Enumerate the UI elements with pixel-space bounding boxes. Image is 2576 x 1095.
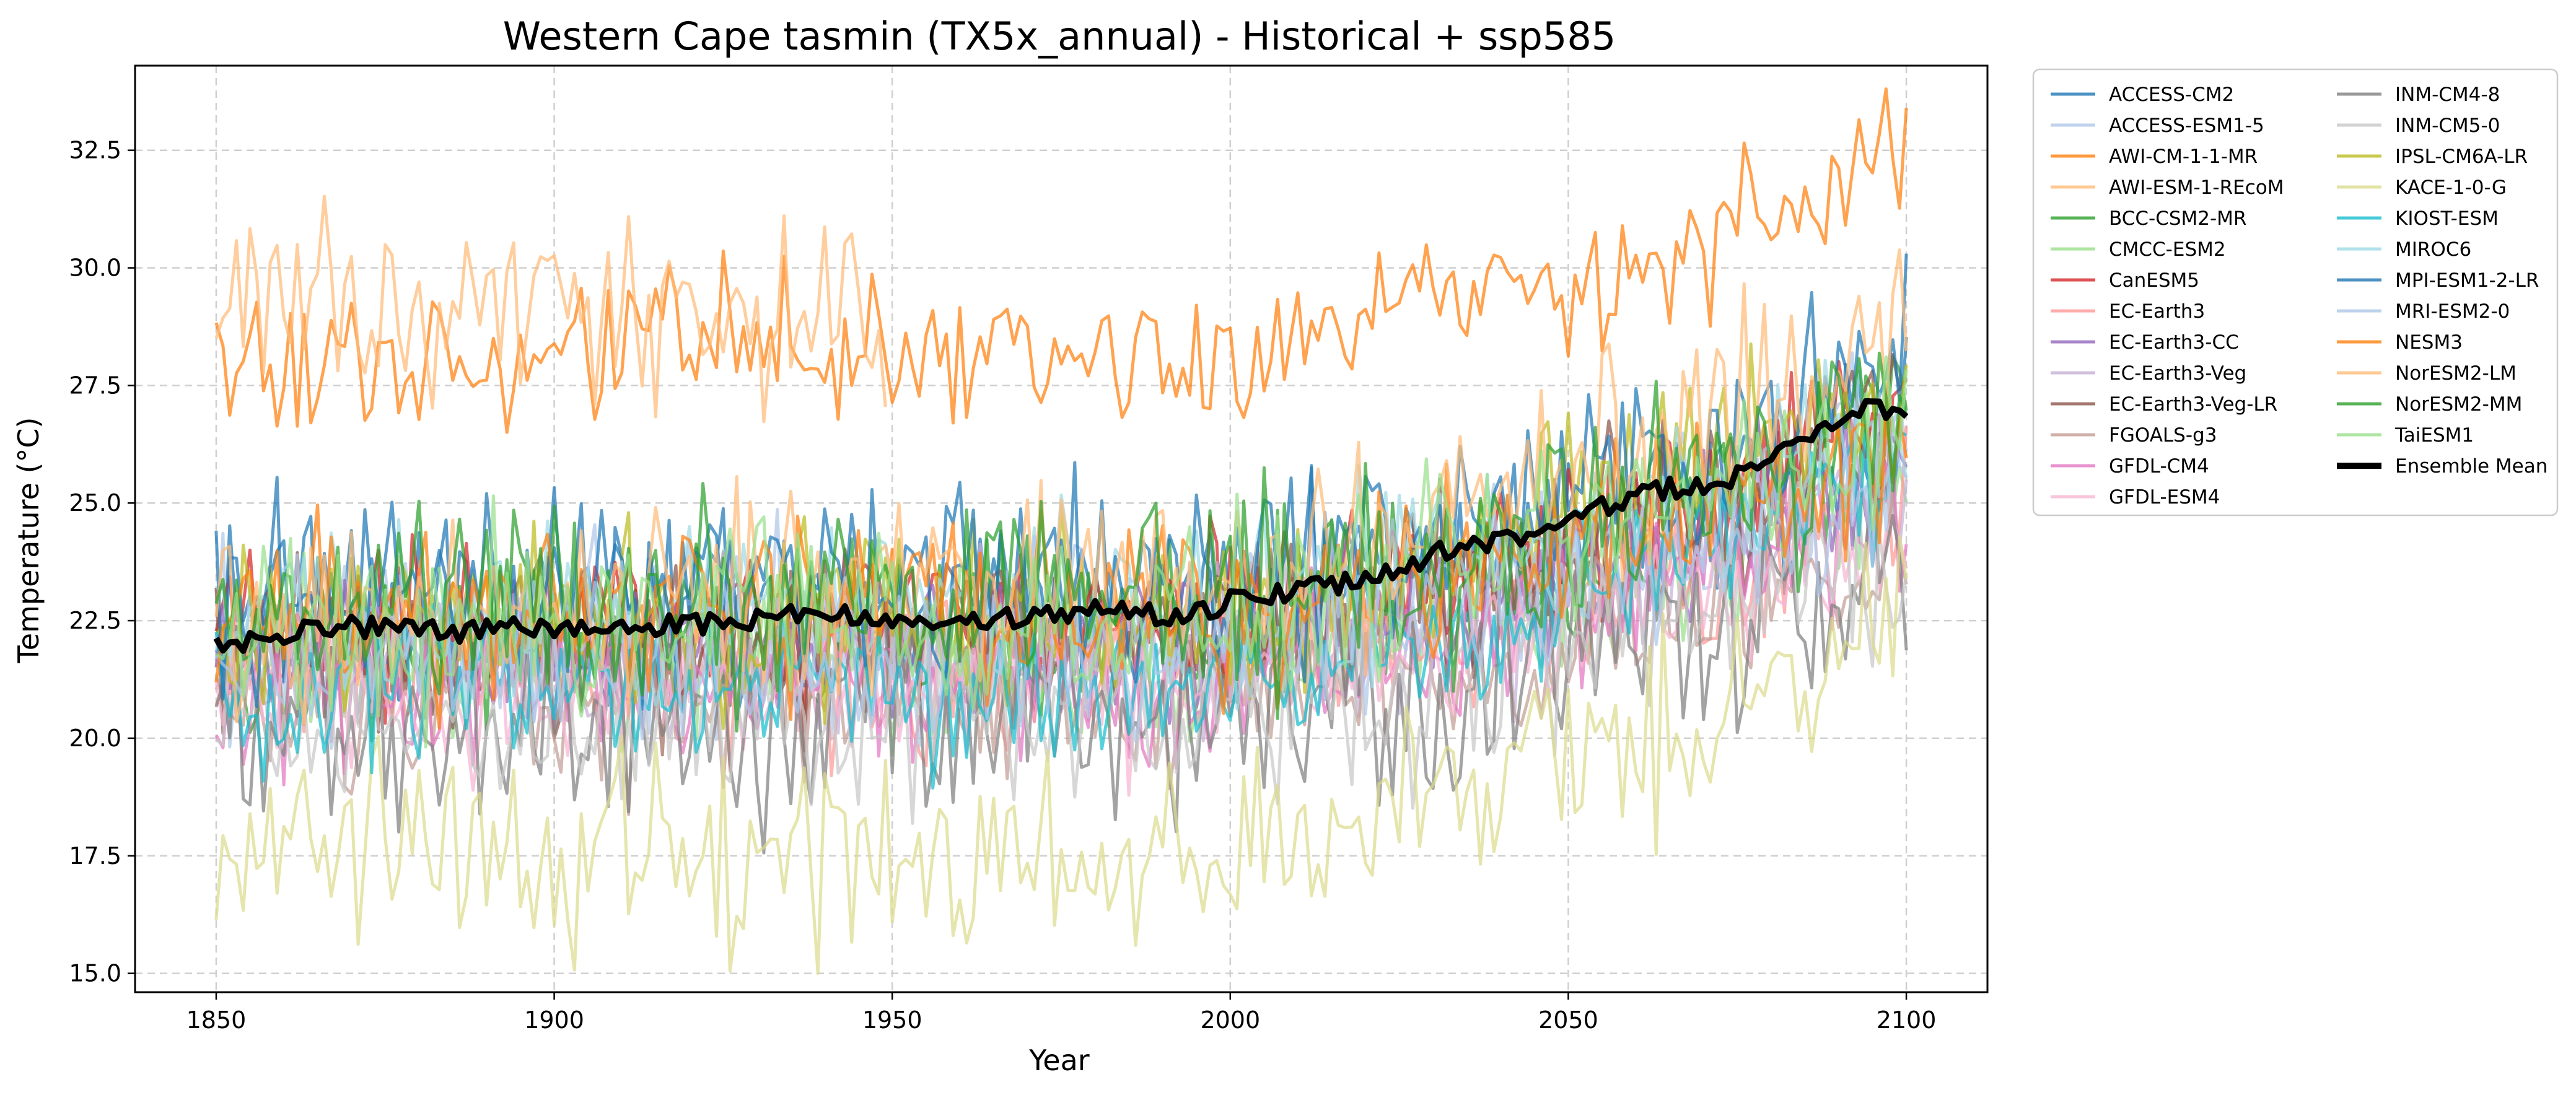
legend-item: ACCESS-ESM1-5 <box>2051 115 2264 137</box>
x-axis: 1850 1900 1950 2000 2050 2100 <box>186 992 1937 1034</box>
legend-item: MPI-ESM1-2-LR <box>2337 269 2539 292</box>
legend-item: CanESM5 <box>2051 269 2199 292</box>
series-line-mri-esm2-0 <box>214 392 1908 743</box>
series-line-awi-cm-1-1-mr <box>214 87 1908 434</box>
x-tick-label: 2100 <box>1877 1006 1937 1034</box>
y-axis-label: Temperature (°C) <box>12 417 45 663</box>
x-axis-label: Year <box>1028 1044 1089 1077</box>
legend: ACCESS-CM2 ACCESS-ESM1-5 AWI-CM-1-1-MR AWI-… <box>2032 68 2559 517</box>
series-line-ensemble-mean <box>213 398 1909 654</box>
legend-item: INM-CM5-0 <box>2337 115 2500 137</box>
legend-item: EC-Earth3-CC <box>2051 331 2239 354</box>
legend-label: EC-Earth3-Veg <box>2109 362 2246 385</box>
legend-item: BCC-CSM2-MR <box>2051 207 2246 230</box>
series-line-inm-cm5-0 <box>215 484 1908 825</box>
legend-label: GFDL-CM4 <box>2109 455 2209 478</box>
legend-label: IPSL-CM6A-LR <box>2395 146 2528 168</box>
legend-label: CMCC-ESM2 <box>2109 238 2226 261</box>
series-line-miroc6 <box>215 359 1908 720</box>
legend-item: MRI-ESM2-0 <box>2337 300 2510 323</box>
legend-box <box>2032 68 2559 517</box>
x-tick-label: 1950 <box>862 1006 922 1034</box>
x-tick-label: 1900 <box>524 1006 584 1034</box>
x-tick-label: 1850 <box>186 1006 247 1034</box>
legend-item: ACCESS-CM2 <box>2051 84 2234 106</box>
legend-label: AWI-ESM-1-REcoM <box>2109 177 2284 199</box>
legend-label: INM-CM4-8 <box>2395 84 2500 106</box>
y-tick-label: 25.0 <box>69 489 121 517</box>
legend-item: NorESM2-LM <box>2337 362 2517 385</box>
legend-item: NorESM2-MM <box>2337 393 2522 416</box>
y-tick-label: 32.5 <box>69 137 121 164</box>
legend-item: MIROC6 <box>2337 238 2471 261</box>
y-axis: 15.0 17.5 20.0 22.5 25.0 27.5 30.0 32.5 <box>69 137 135 987</box>
y-tick-label: 17.5 <box>69 842 121 870</box>
legend-item: KACE-1-0-G <box>2337 177 2507 199</box>
x-tick-label: 2000 <box>1200 1006 1260 1034</box>
legend-label: EC-Earth3 <box>2109 300 2205 323</box>
legend-item: EC-Earth3-Veg-LR <box>2051 393 2277 416</box>
y-tick-label: 27.5 <box>69 372 121 399</box>
series-line-awi-esm-1-recom <box>214 194 887 424</box>
legend-label: ACCESS-CM2 <box>2109 84 2234 106</box>
legend-label: MIROC6 <box>2395 238 2471 261</box>
ensemble-mean-layer <box>213 398 1909 654</box>
x-tick-label: 2050 <box>1538 1006 1598 1034</box>
legend-label: NorESM2-MM <box>2395 393 2522 416</box>
plot-area <box>213 87 1909 975</box>
legend-item: AWI-ESM-1-REcoM <box>2051 177 2284 199</box>
legend-item: GFDL-CM4 <box>2051 455 2209 478</box>
legend-item: TaiESM1 <box>2337 424 2474 447</box>
legend-label: CanESM5 <box>2109 269 2199 292</box>
y-tick-label: 30.0 <box>69 255 121 282</box>
plot-frame <box>134 64 1989 993</box>
legend-item: EC-Earth3-Veg <box>2051 362 2246 385</box>
legend-item: KIOST-ESM <box>2337 207 2499 230</box>
legend-label: KACE-1-0-G <box>2395 177 2507 199</box>
chart-title: Western Cape tasmin (TX5x_annual) - Hist… <box>503 14 1616 59</box>
y-tick-label: 15.0 <box>69 960 121 987</box>
legend-item: INM-CM4-8 <box>2337 84 2500 106</box>
legend-label: MRI-ESM2-0 <box>2395 300 2510 323</box>
legend-item: GFDL-ESM4 <box>2051 486 2220 508</box>
legend-label: NESM3 <box>2395 331 2463 354</box>
legend-label: EC-Earth3-Veg-LR <box>2109 393 2277 416</box>
legend-item: IPSL-CM6A-LR <box>2337 146 2528 168</box>
legend-label: MPI-ESM1-2-LR <box>2395 269 2539 292</box>
legend-label: GFDL-ESM4 <box>2109 486 2220 508</box>
legend-item: Ensemble Mean <box>2337 455 2548 478</box>
legend-item: AWI-CM-1-1-MR <box>2051 146 2258 168</box>
y-tick-label: 20.0 <box>69 725 121 752</box>
series-line-kace-1-0-g <box>214 534 1908 975</box>
y-tick-label: 22.5 <box>69 607 121 634</box>
legend-label: INM-CM5-0 <box>2395 115 2500 137</box>
legend-item: NESM3 <box>2337 331 2463 354</box>
legend-item: FGOALS-g3 <box>2051 424 2217 447</box>
legend-label: BCC-CSM2-MR <box>2109 207 2246 230</box>
series-line-taiesm1 <box>215 355 1908 749</box>
legend-label: TaiESM1 <box>2394 424 2474 447</box>
legend-item: EC-Earth3 <box>2051 300 2205 323</box>
legend-item: CMCC-ESM2 <box>2051 238 2226 261</box>
legend-label: NorESM2-LM <box>2395 362 2517 385</box>
legend-label: AWI-CM-1-1-MR <box>2109 146 2258 168</box>
legend-label: FGOALS-g3 <box>2109 424 2217 447</box>
legend-items: ACCESS-CM2 ACCESS-ESM1-5 AWI-CM-1-1-MR AWI-… <box>2051 84 2548 508</box>
legend-label: EC-Earth3-CC <box>2109 331 2239 354</box>
legend-label: KIOST-ESM <box>2395 207 2499 230</box>
legend-label: Ensemble Mean <box>2395 455 2548 478</box>
legend-label: ACCESS-ESM1-5 <box>2109 115 2264 137</box>
